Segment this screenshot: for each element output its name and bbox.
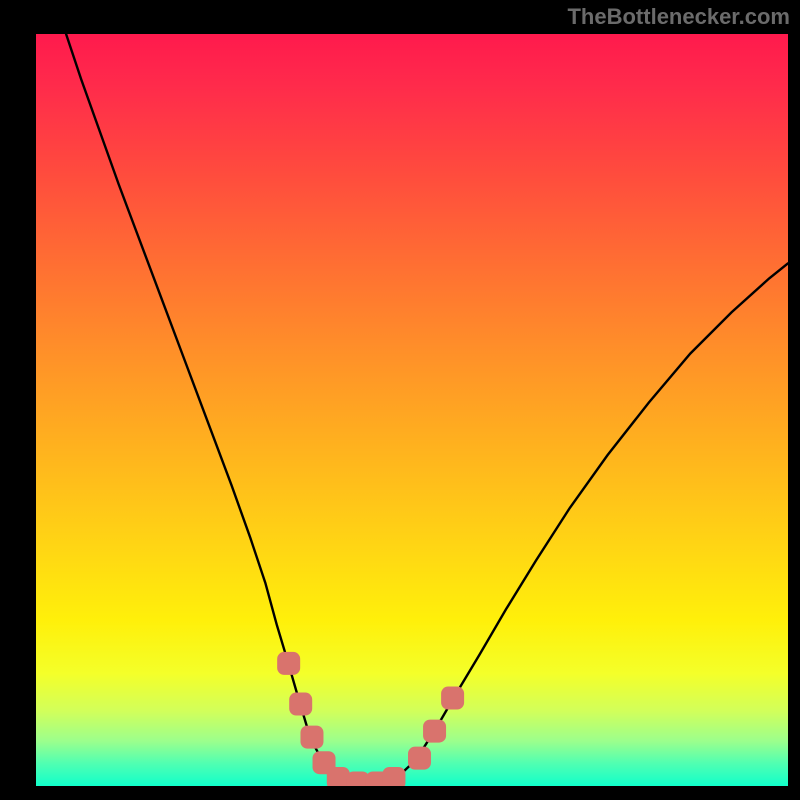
bottleneck-curve [66,34,788,784]
marker [441,687,464,710]
chart-svg [36,34,788,786]
marker [408,747,431,770]
marker [300,726,323,749]
marker [382,767,405,786]
watermark-text: TheBottlenecker.com [567,4,790,30]
marker [289,693,312,716]
marker [346,771,369,786]
chart-canvas: TheBottlenecker.com [0,0,800,800]
marker [277,652,300,675]
plot-area [36,34,788,786]
marker [423,720,446,743]
marker [327,767,350,786]
